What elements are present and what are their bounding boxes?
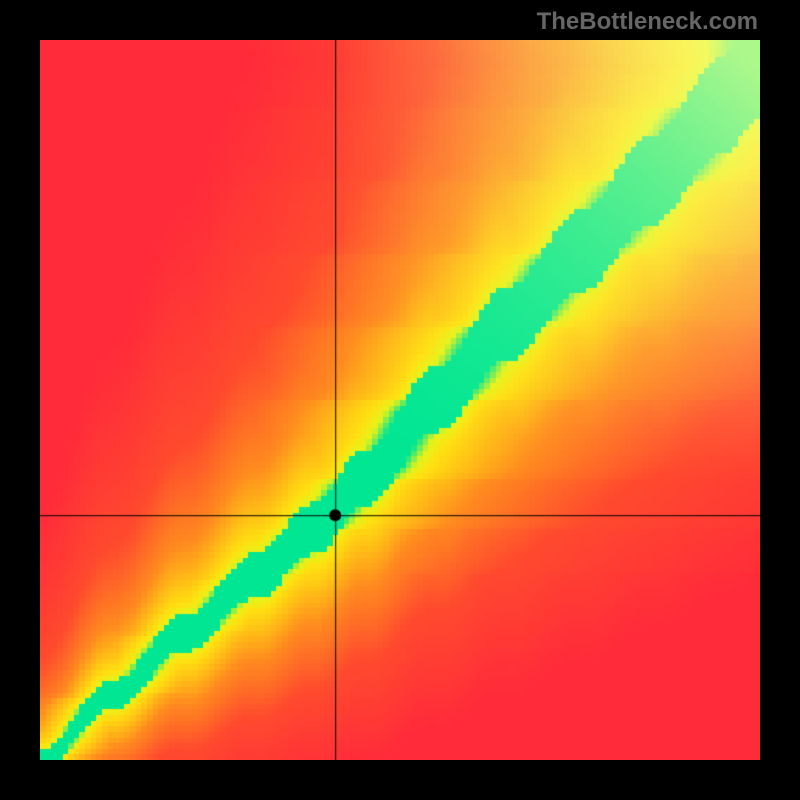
crosshair-overlay [40, 40, 760, 760]
watermark-text: TheBottleneck.com [537, 8, 758, 36]
chart-container: TheBottleneck.com [0, 0, 800, 800]
